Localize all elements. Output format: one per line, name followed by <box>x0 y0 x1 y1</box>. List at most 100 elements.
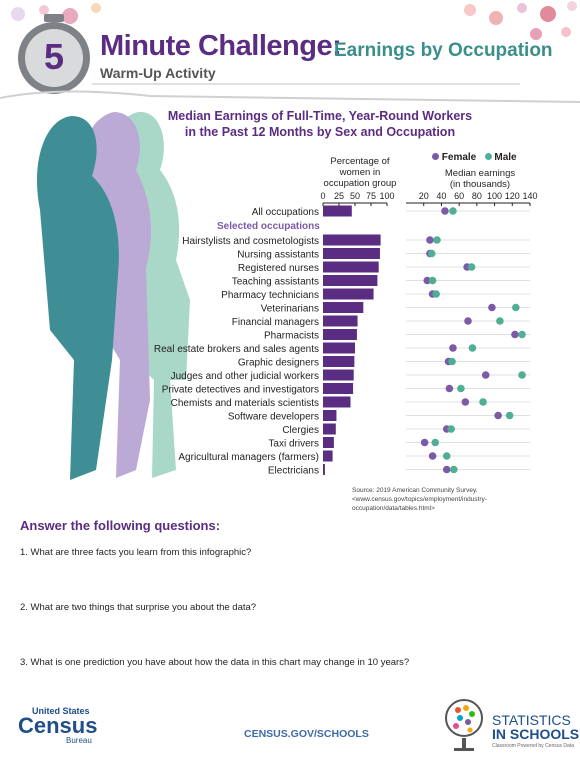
footer-url-link[interactable]: CENSUS.GOV/SCHOOLS <box>244 728 369 740</box>
page-subtitle: Earnings by Occupation <box>334 40 553 61</box>
category-label: Agricultural managers (farmers) <box>178 452 319 463</box>
pct-women-bar <box>323 329 357 340</box>
header-decoration <box>0 1 580 103</box>
bar-tick-label: 75 <box>366 191 376 201</box>
male-earnings-dot <box>431 438 440 447</box>
selected-occupations-header: Selected occupations <box>217 221 320 232</box>
dot-tick-label: 60 <box>454 191 464 201</box>
male-earnings-dot <box>457 384 465 393</box>
female-earnings-dot <box>464 317 472 325</box>
male-earnings-dot <box>449 207 457 215</box>
earnings-chart: 0 25 50 75 100 20 40 60 80 100 120 140 All occupat… <box>36 111 538 480</box>
pct-women-bar <box>323 396 351 408</box>
pct-women-bar <box>323 205 352 217</box>
pct-women-bar <box>323 342 355 354</box>
pct-women-bar <box>323 288 374 300</box>
category-label: Clergies <box>282 425 319 436</box>
dot-tick-label: 140 <box>522 191 537 201</box>
category-label: Private detectives and investigators <box>162 385 319 396</box>
category-label: Taxi drivers <box>268 439 319 450</box>
female-earnings-dot <box>423 276 432 285</box>
dot-tick-label: 100 <box>487 191 502 201</box>
warmup-label: Warm-Up Activity <box>100 65 216 81</box>
pct-women-bar <box>323 261 379 273</box>
sis-line2: IN SCHOOLS <box>492 726 580 742</box>
category-label: Teaching assistants <box>232 277 319 288</box>
category-label: Chemists and materials scientists <box>171 398 319 409</box>
pct-women-bar <box>323 248 380 259</box>
dot-axis-title-line: Median earnings <box>444 168 516 179</box>
sis-line1: STATISTICS <box>492 712 571 728</box>
female-earnings-dot <box>494 411 502 420</box>
female-earnings-dot <box>445 384 454 393</box>
male-earnings-dot <box>447 425 455 433</box>
female-earnings-dot <box>449 344 457 352</box>
male-earnings-dot <box>518 371 526 379</box>
legend-male-dot <box>484 153 492 160</box>
pct-women-bar <box>323 234 381 246</box>
male-earnings-dot <box>479 398 487 406</box>
bar-axis-title-line: women in <box>339 167 381 178</box>
female-earnings-dot <box>428 452 437 460</box>
bar-axis-title-line: Percentage of <box>330 156 390 167</box>
category-label: All occupations <box>252 207 319 218</box>
male-earnings-dot <box>433 236 441 244</box>
source-note: Source: 2019 American Community Survey. … <box>352 487 487 512</box>
bar-tick-label: 25 <box>334 191 344 201</box>
category-label: Nursing assistants <box>237 250 319 261</box>
pct-women-bar <box>323 369 354 381</box>
category-label: Electricians <box>268 466 319 477</box>
chart-legend: Female Male <box>432 152 517 163</box>
bar-axis-title-line: occupation group <box>323 178 397 189</box>
male-earnings-dot <box>428 276 437 285</box>
female-earnings-dot <box>461 398 470 406</box>
pct-women-bar <box>323 423 336 435</box>
dot-tick-label: 40 <box>436 191 446 201</box>
question-3: 3. What is one prediction you have about… <box>20 657 410 668</box>
female-earnings-dot <box>442 465 451 474</box>
bar-tick-label: 100 <box>379 191 394 201</box>
legend-male-label: Male <box>494 152 517 163</box>
male-earnings-dot <box>450 465 458 474</box>
category-label: Judges and other judicial workers <box>171 371 319 382</box>
chart-title-line2: in the Past 12 Months by Sex and Occupat… <box>184 125 456 139</box>
sis-tagline: Classroom Powered by Census Data <box>492 743 574 749</box>
female-earnings-dot <box>488 303 496 312</box>
male-earnings-dot <box>512 303 520 312</box>
category-label: Software developers <box>228 412 319 423</box>
dot-tick-label: 20 <box>419 191 429 201</box>
bar-tick-label: 50 <box>350 191 360 201</box>
decorative-dots <box>11 1 577 40</box>
male-earnings-dot <box>505 411 514 420</box>
dot-gridlines <box>406 210 530 470</box>
male-earnings-dot <box>432 290 440 298</box>
pct-women-bar <box>323 464 325 475</box>
dot-tick-label: 80 <box>472 191 482 201</box>
male-earnings-dot <box>448 357 456 366</box>
category-label: Financial managers <box>232 317 319 328</box>
category-label: Pharmacy technicians <box>221 290 319 301</box>
pct-women-bar <box>323 410 337 421</box>
badge-number: 5 <box>43 36 65 77</box>
dot-axis: 20 40 60 80 100 120 140 <box>406 191 538 206</box>
category-label: Veterinarians <box>261 304 319 315</box>
chart-title-line1: Median Earnings of Full-Time, Year-Round… <box>167 109 473 123</box>
silhouettes-illustration <box>36 111 190 480</box>
male-earnings-dot <box>496 317 504 325</box>
questions-heading: Answer the following questions: <box>20 518 221 533</box>
pct-women-bar <box>323 302 364 313</box>
female-earnings-dot <box>441 207 449 215</box>
male-earnings-dot <box>518 330 526 339</box>
chart-rows: All occupations Hairstylists and cosmetol… <box>154 205 526 477</box>
dot-axis-title: Median earnings (in thousands) <box>430 168 530 190</box>
census-logo: United States Census Bureau <box>18 706 97 745</box>
census-logo-line3: Bureau <box>66 736 92 745</box>
male-earnings-dot <box>467 263 476 271</box>
female-earnings-dot <box>481 371 490 379</box>
pct-women-bar <box>323 356 355 367</box>
category-label: Registered nurses <box>238 263 319 274</box>
bar-tick-label: 0 <box>320 191 325 201</box>
question-2: 2. What are two things that surprise you… <box>20 602 257 613</box>
male-earnings-dot <box>427 249 436 258</box>
female-earnings-dot <box>426 236 434 244</box>
